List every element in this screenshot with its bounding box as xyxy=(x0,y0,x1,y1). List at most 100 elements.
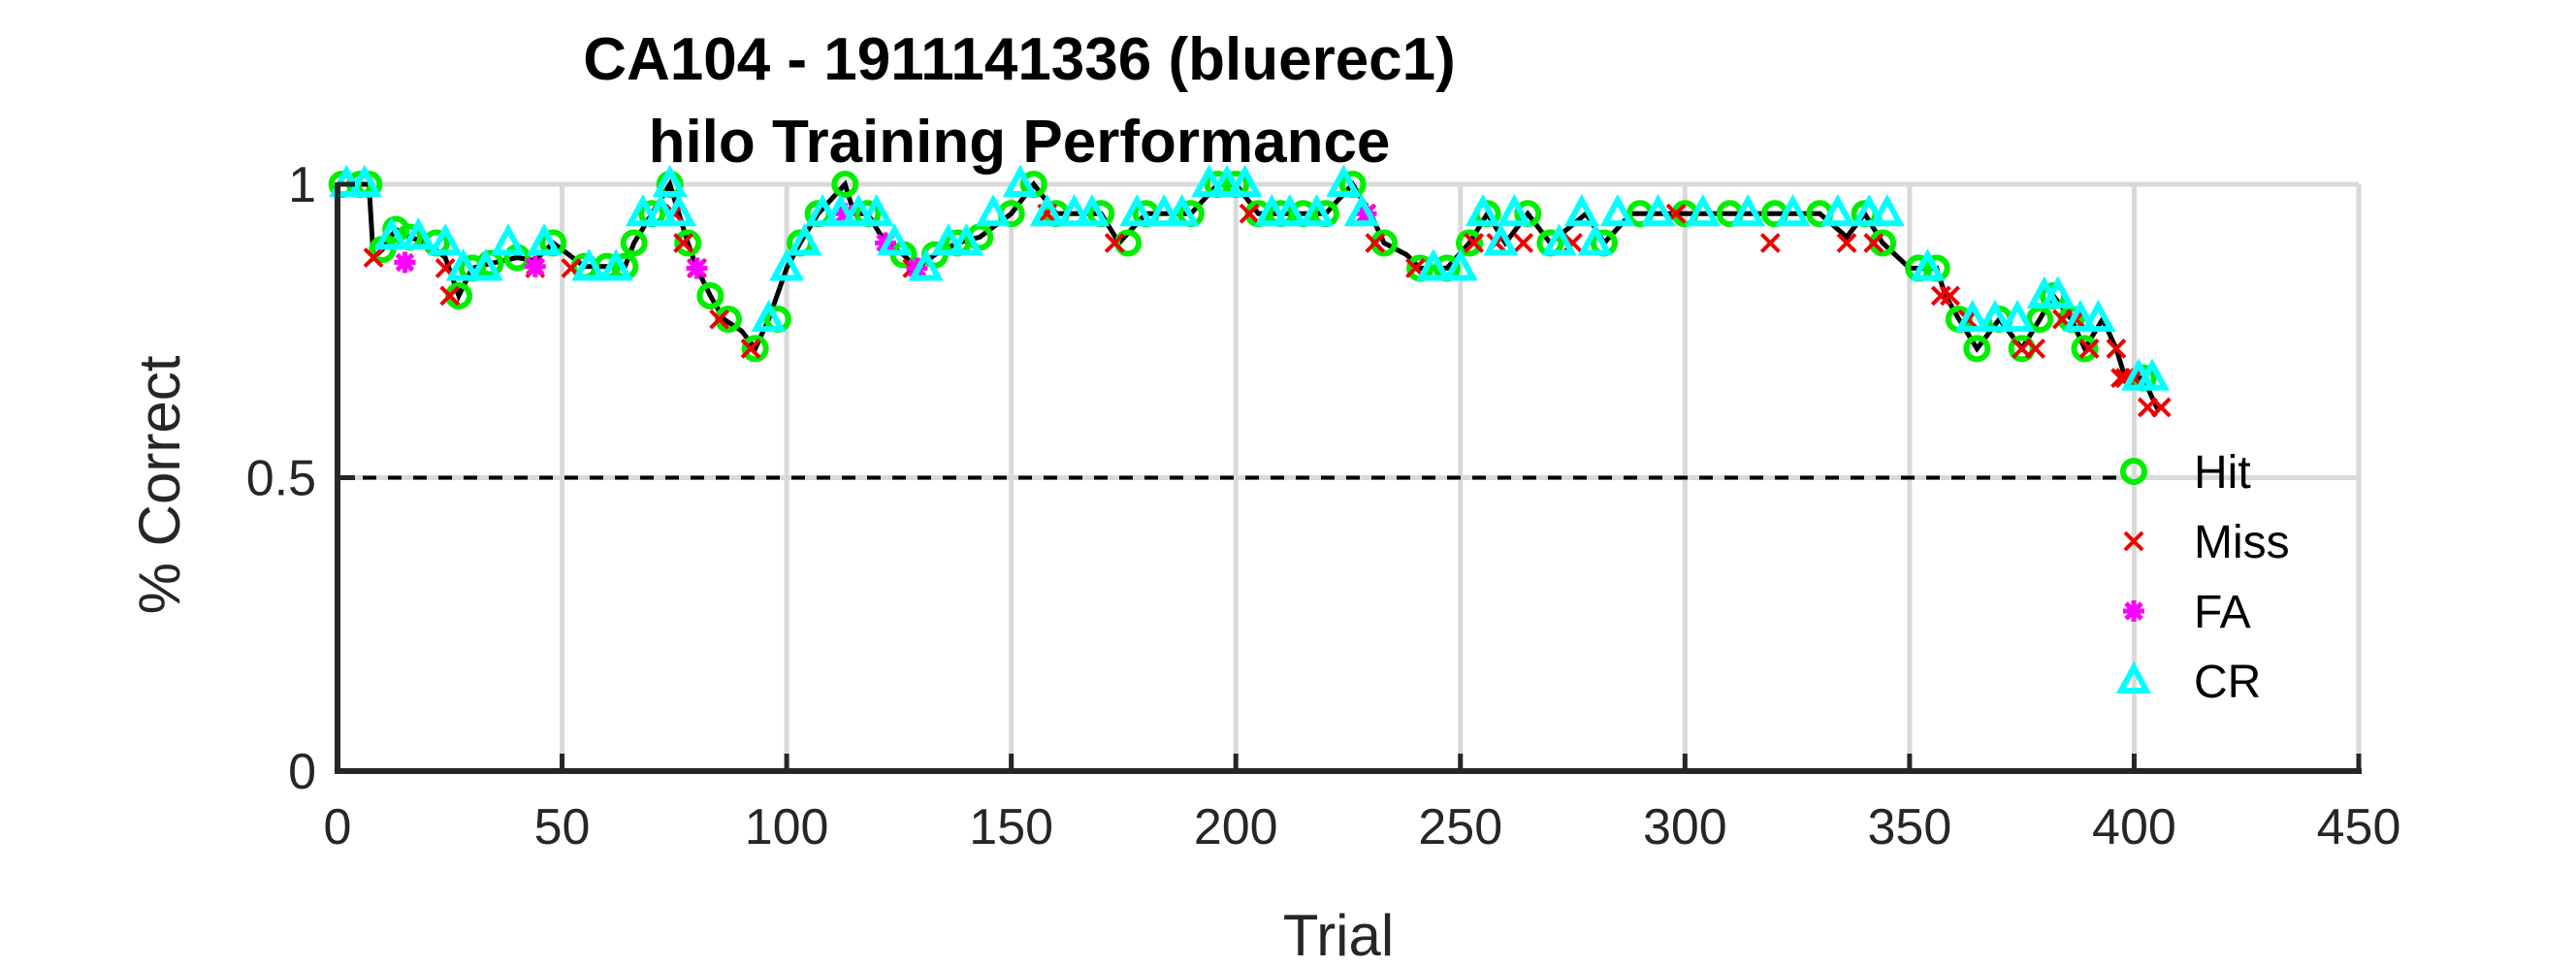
cr-point-shape xyxy=(908,248,944,281)
legend-marker-hit-shape xyxy=(2120,458,2147,485)
cr-point-shape xyxy=(1119,193,1155,227)
legend-marker-cr-shape xyxy=(2115,661,2152,693)
cr-point xyxy=(1599,193,1635,227)
cr-point-shape xyxy=(1326,164,1362,197)
cr-point xyxy=(949,223,984,256)
miss-point-shape xyxy=(1365,233,1386,253)
cr-point-shape xyxy=(1483,223,1519,256)
x-tick-label: 100 xyxy=(745,799,829,855)
cr-point-shape xyxy=(822,193,858,227)
cr-point-shape xyxy=(858,193,894,227)
cr-point-shape xyxy=(643,193,679,227)
cr-point-shape xyxy=(1640,193,1676,227)
cr-point xyxy=(1577,223,1613,256)
cr-point xyxy=(1343,193,1379,227)
hit-point-shape xyxy=(696,281,724,309)
legend-marker-fa-shape xyxy=(2123,600,2144,622)
cr-point xyxy=(1191,164,1227,197)
y-axis-label: % Correct xyxy=(127,355,192,614)
cr-point xyxy=(1208,164,1244,197)
legend-label-hit: Hit xyxy=(2194,447,2251,499)
cr-point xyxy=(1029,193,1065,227)
miss-point-shape xyxy=(740,338,761,359)
x-tick-label: 400 xyxy=(2092,799,2176,855)
cr-point xyxy=(445,248,481,281)
miss-point xyxy=(1513,233,1534,253)
miss-point xyxy=(1464,233,1485,253)
fa-point xyxy=(524,255,546,277)
cr-point xyxy=(1299,193,1335,227)
cr-point xyxy=(2000,299,2036,333)
miss-point-shape xyxy=(2025,338,2045,359)
hit-point-shape xyxy=(1114,229,1143,257)
x-tick-label: 0 xyxy=(324,799,352,855)
y-tick-label: 1 xyxy=(288,157,316,213)
cr-point-shape xyxy=(1599,193,1635,227)
cr-point-shape xyxy=(877,223,913,256)
fa-point xyxy=(686,257,708,279)
cr-point xyxy=(1227,164,1263,197)
cr-point xyxy=(1730,193,1766,227)
miss-point xyxy=(1365,233,1386,253)
miss-point-shape xyxy=(439,285,461,306)
cr-point-shape xyxy=(490,223,527,256)
hit-point xyxy=(1114,229,1143,257)
cr-point xyxy=(930,223,966,256)
cr-point-shape xyxy=(976,193,1012,227)
hit-point xyxy=(696,281,724,309)
miss-point xyxy=(1940,285,1960,306)
cr-point-shape xyxy=(2040,275,2076,308)
cr-point-shape xyxy=(660,193,697,227)
miss-point xyxy=(2106,338,2127,359)
cr-point-shape xyxy=(1208,164,1244,197)
miss-point-shape xyxy=(1759,233,1781,253)
cr-point-shape xyxy=(930,223,966,256)
legend-marker-hit xyxy=(2120,458,2147,485)
miss-point xyxy=(709,308,730,330)
cr-point xyxy=(1146,193,1182,227)
cr-point xyxy=(1002,164,1038,197)
cr-point-shape xyxy=(2000,299,2036,333)
legend-label-fa: FA xyxy=(2194,587,2251,638)
cr-point xyxy=(1074,193,1111,227)
miss-point xyxy=(740,338,761,359)
fa-point-shape xyxy=(394,251,416,274)
cr-point xyxy=(1442,248,1478,281)
miss-point-shape xyxy=(1863,233,1884,253)
hit-point xyxy=(1963,335,1991,363)
miss-point-shape xyxy=(2078,338,2100,359)
cr-point-shape xyxy=(2062,299,2098,333)
hit-point-shape xyxy=(2008,335,2036,363)
tick-labels: 0 50 100 150 200 250 300 350 400 450 0 0.5 1 xyxy=(246,157,2401,855)
cr-point xyxy=(428,223,464,256)
miss-point-shape xyxy=(2106,338,2127,359)
cr-point-shape xyxy=(1191,164,1227,197)
cr-point-shape xyxy=(1541,223,1577,256)
cr-point xyxy=(1541,223,1577,256)
cr-point-shape xyxy=(373,217,409,250)
cr-point-shape xyxy=(346,164,382,197)
miss-point-shape xyxy=(1464,233,1485,253)
x-tick-label: 350 xyxy=(1868,799,1952,855)
hit-point-shape xyxy=(831,171,859,198)
cr-point xyxy=(769,248,805,281)
miss-point xyxy=(1759,233,1781,253)
miss-point xyxy=(1239,203,1260,224)
cr-point-shape xyxy=(751,299,787,333)
cr-point-shape xyxy=(2080,299,2116,333)
miss-point xyxy=(1863,233,1884,253)
cr-point-shape xyxy=(1465,193,1500,227)
miss-point-shape xyxy=(1239,203,1260,224)
legend-marker-fa xyxy=(2123,600,2144,622)
hit-point-shape xyxy=(620,229,648,257)
cr-point xyxy=(1954,299,1990,333)
cr-point xyxy=(841,193,877,227)
cr-point xyxy=(1775,193,1811,227)
legend-label-cr: CR xyxy=(2194,657,2261,708)
cr-point xyxy=(526,223,563,256)
cr-point-shape xyxy=(841,193,877,227)
cr-point-shape xyxy=(526,223,563,256)
cr-point xyxy=(1819,193,1855,227)
cr-point-shape xyxy=(467,248,503,281)
hit-point xyxy=(741,335,769,363)
